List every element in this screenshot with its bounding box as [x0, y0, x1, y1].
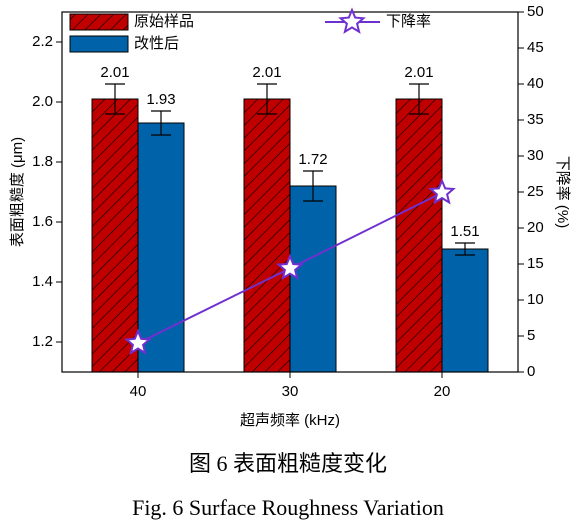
legend-label: 下降率 — [386, 13, 431, 30]
y-tick-label: 2.0 — [32, 93, 53, 110]
y2-tick-label: 25 — [527, 183, 544, 200]
marker — [276, 253, 304, 281]
error-bar — [105, 83, 125, 115]
y2-tick-label: 35 — [527, 111, 544, 128]
y2-tick-label: 0 — [527, 363, 535, 380]
y2-tick-label: 40 — [527, 75, 544, 92]
value-label: 2.01 — [404, 64, 433, 81]
plot-frame — [61, 11, 519, 373]
bar — [243, 98, 291, 373]
y-axis-label: 表面粗糙度 (μm) — [9, 137, 26, 247]
y-tick-label: 1.8 — [32, 153, 53, 170]
x-tick-label: 30 — [282, 383, 299, 400]
bar — [395, 98, 443, 373]
value-label: 1.51 — [450, 223, 479, 240]
error-bar — [455, 242, 475, 256]
legend-swatch — [69, 35, 129, 53]
error-bar — [303, 170, 323, 202]
value-label: 2.01 — [100, 64, 129, 81]
caption-en: Fig. 6 Surface Roughness Variation — [132, 495, 444, 520]
error-bar — [151, 110, 171, 136]
bar — [91, 98, 139, 373]
error-bar — [257, 83, 277, 115]
y2-tick-label: 10 — [527, 291, 544, 308]
y2-tick-label: 30 — [527, 147, 544, 164]
value-label: 2.01 — [252, 64, 281, 81]
bar — [137, 122, 185, 373]
legend-label: 原始样品 — [134, 13, 194, 30]
value-label: 1.93 — [146, 91, 175, 108]
legend-swatch — [69, 13, 129, 31]
y2-tick-label: 15 — [527, 255, 544, 272]
marker — [428, 178, 456, 205]
y-tick-label: 1.2 — [32, 333, 53, 350]
x-tick-label: 40 — [130, 383, 147, 400]
y-tick-label: 1.6 — [32, 213, 53, 230]
y-tick-label: 1.4 — [32, 273, 53, 290]
legend-label: 改性后 — [134, 35, 179, 52]
marker — [124, 328, 152, 356]
y-tick-label: 2.2 — [32, 33, 53, 50]
y2-tick-label: 45 — [527, 39, 544, 56]
x-tick-label: 20 — [434, 383, 451, 400]
y2-tick-label: 20 — [527, 219, 544, 236]
y2-tick-label: 5 — [527, 327, 535, 344]
caption-cn: 图 6 表面粗糙度变化 — [189, 451, 387, 476]
legend-marker — [338, 7, 366, 34]
bar — [441, 248, 489, 373]
y2-tick-label: 50 — [527, 3, 544, 20]
y2-axis-label: 下降率 (%) — [554, 156, 571, 229]
error-bar — [409, 83, 429, 115]
x-axis-label: 超声频率 (kHz) — [240, 411, 340, 429]
value-label: 1.72 — [298, 151, 327, 168]
